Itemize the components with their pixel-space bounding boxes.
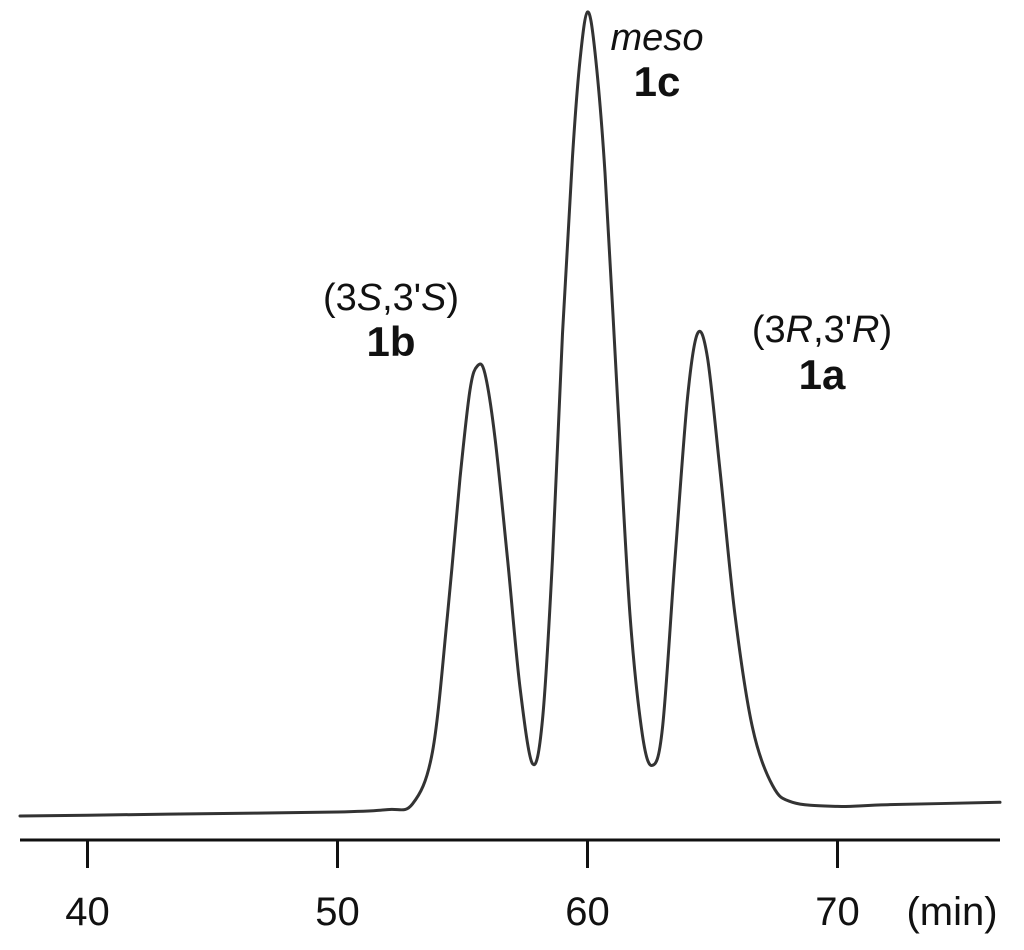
- x-tick-label-70: 70: [815, 890, 860, 934]
- peak-1a-configuration: (3R,3'R): [752, 309, 892, 351]
- peak-label-1b: (3S,3'S) 1b: [323, 277, 459, 365]
- peak-1c-configuration: meso: [611, 17, 704, 59]
- peak-1b-id: 1b: [366, 318, 415, 365]
- x-axis: 40 50 60 70 (min): [20, 838, 1000, 934]
- x-axis-unit-label: (min): [906, 890, 997, 934]
- x-tick-label-40: 40: [65, 890, 110, 934]
- x-axis-ticks: 40 50 60 70: [65, 840, 860, 934]
- peak-label-1c: meso 1c: [611, 17, 704, 105]
- peak-1a-id: 1a: [799, 351, 846, 398]
- x-tick-label-60: 60: [565, 890, 610, 934]
- peak-1b-configuration: (3S,3'S): [323, 277, 459, 319]
- x-tick-label-50: 50: [315, 890, 360, 934]
- peak-1c-id: 1c: [634, 58, 681, 105]
- chromatogram-trace: [18, 10, 1002, 818]
- peak-label-1a: (3R,3'R) 1a: [752, 309, 892, 398]
